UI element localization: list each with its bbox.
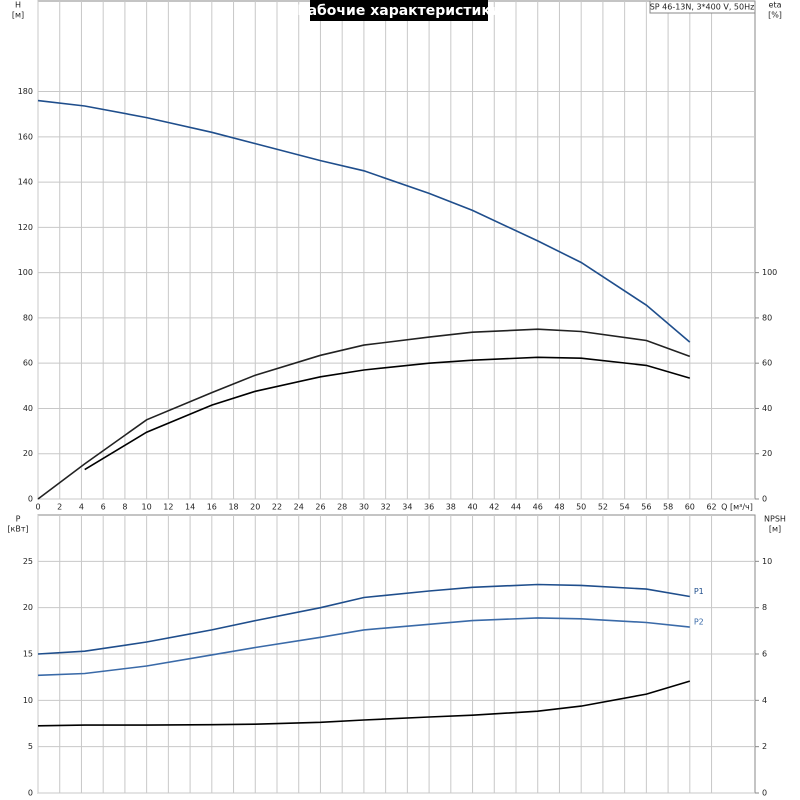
x-tick-label: 16 bbox=[207, 503, 217, 512]
y2-tick-label: 20 bbox=[762, 449, 772, 458]
x-tick-label: 48 bbox=[554, 503, 564, 512]
x-tick-label: 50 bbox=[576, 503, 586, 512]
y2-axis-unit: [м] bbox=[769, 525, 781, 534]
chart-title: Рабочие характеристики bbox=[297, 3, 500, 19]
y2-tick-label: 10 bbox=[762, 557, 772, 566]
x-tick-label: 40 bbox=[467, 503, 477, 512]
y-axis-label: H bbox=[15, 1, 21, 10]
x-tick-label: 38 bbox=[446, 503, 456, 512]
note-box bbox=[649, 0, 756, 14]
y-tick-label: 140 bbox=[18, 178, 33, 187]
y2-tick-label: 4 bbox=[762, 696, 767, 705]
y2-tick-label: 0 bbox=[762, 789, 767, 798]
x-tick-label: 28 bbox=[337, 503, 347, 512]
y2-axis-label: NPSH bbox=[764, 515, 786, 524]
y-tick-label: 160 bbox=[18, 132, 33, 141]
x-tick-label: 8 bbox=[122, 503, 127, 512]
series-line bbox=[37, 583, 690, 655]
x-tick-label: 46 bbox=[533, 503, 543, 512]
x-tick-label: 2 bbox=[57, 503, 62, 512]
y2-tick-label: 8 bbox=[762, 603, 767, 612]
y2-axis-unit: [%] bbox=[768, 11, 782, 20]
x-tick-label: 34 bbox=[402, 503, 412, 512]
series-label: P2 bbox=[694, 618, 704, 627]
x-tick-label: 52 bbox=[598, 503, 608, 512]
x-tick-label: 36 bbox=[424, 503, 434, 512]
x-tick-label: 56 bbox=[641, 503, 651, 512]
x-tick-label: 4 bbox=[79, 503, 84, 512]
y2-tick-label: 6 bbox=[762, 650, 767, 659]
series-line bbox=[37, 617, 690, 677]
x-tick-label: 44 bbox=[511, 503, 521, 512]
series-line bbox=[37, 680, 691, 727]
y-tick-label: 120 bbox=[18, 223, 33, 232]
x-tick-label: 0 bbox=[35, 503, 40, 512]
series-line bbox=[84, 356, 691, 471]
chart-note: SP 46-13N, 3*400 V, 50Hz bbox=[650, 3, 755, 12]
y2-tick-label: 100 bbox=[762, 268, 777, 277]
x-tick-label: 20 bbox=[250, 503, 260, 512]
title-box bbox=[310, 0, 488, 21]
x-tick-label: 42 bbox=[489, 503, 499, 512]
series-label: P1 bbox=[694, 587, 704, 596]
y-axis-unit: [м] bbox=[12, 11, 24, 20]
x-tick-label: 22 bbox=[272, 503, 282, 512]
y-tick-label: 10 bbox=[23, 696, 33, 705]
y-tick-label: 20 bbox=[23, 603, 33, 612]
y-axis-unit: [кВт] bbox=[7, 525, 28, 534]
x-tick-label: 18 bbox=[228, 503, 238, 512]
y-tick-label: 5 bbox=[28, 742, 33, 751]
x-tick-label: 32 bbox=[381, 503, 391, 512]
y-tick-label: 80 bbox=[23, 313, 33, 322]
x-tick-label: 62 bbox=[706, 503, 716, 512]
y2-axis-label: eta bbox=[769, 1, 782, 10]
plot-frame bbox=[37, 0, 756, 500]
x-tick-label: 30 bbox=[359, 503, 369, 512]
series-line bbox=[37, 328, 691, 500]
y-tick-label: 0 bbox=[28, 495, 33, 504]
y-tick-label: 60 bbox=[23, 359, 33, 368]
y-tick-label: 40 bbox=[23, 404, 33, 413]
x-tick-label: 58 bbox=[663, 503, 673, 512]
y2-tick-label: 60 bbox=[762, 359, 772, 368]
x-tick-label: 24 bbox=[294, 503, 304, 512]
y-tick-label: 25 bbox=[23, 557, 33, 566]
y-axis-label: P bbox=[16, 515, 21, 524]
series-line bbox=[37, 99, 691, 343]
y2-tick-label: 0 bbox=[762, 495, 767, 504]
x-tick-label: 10 bbox=[142, 503, 152, 512]
y-tick-label: 20 bbox=[23, 449, 33, 458]
y-tick-label: 100 bbox=[18, 268, 33, 277]
y2-tick-label: 40 bbox=[762, 404, 772, 413]
y-tick-label: 15 bbox=[23, 650, 33, 659]
y2-tick-label: 80 bbox=[762, 313, 772, 322]
x-tick-label: 6 bbox=[101, 503, 106, 512]
y-tick-label: 180 bbox=[18, 87, 33, 96]
y-tick-label: 0 bbox=[28, 789, 33, 798]
y2-tick-label: 2 bbox=[762, 742, 767, 751]
x-tick-label: 54 bbox=[620, 503, 630, 512]
x-axis-label: Q [м³/ч] bbox=[721, 503, 753, 512]
x-tick-label: 14 bbox=[185, 503, 195, 512]
x-tick-label: 12 bbox=[163, 503, 173, 512]
x-tick-label: 60 bbox=[685, 503, 695, 512]
x-tick-label: 26 bbox=[315, 503, 325, 512]
